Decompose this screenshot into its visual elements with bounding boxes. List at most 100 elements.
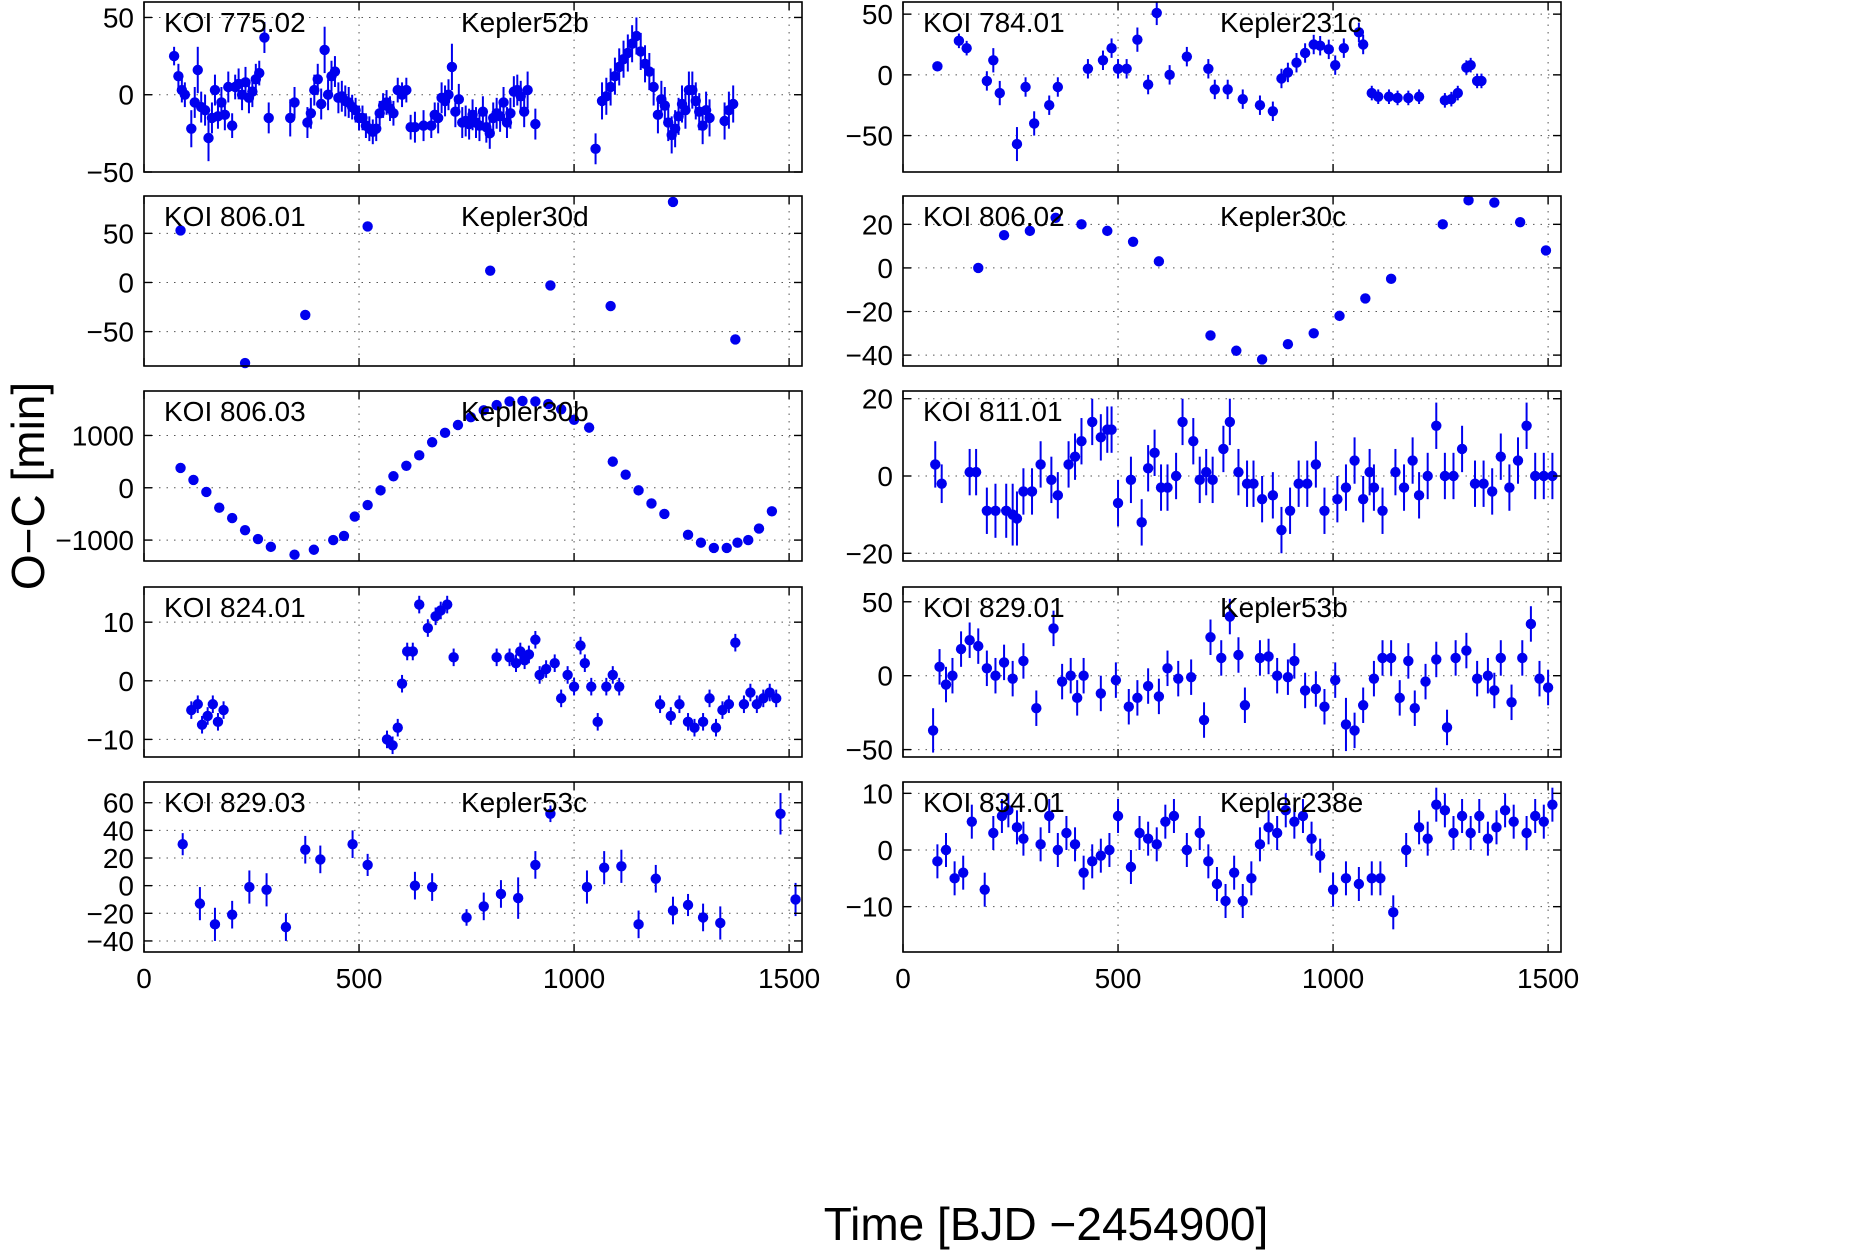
panel-frame <box>143 586 803 758</box>
data-point <box>265 541 277 553</box>
data-point <box>1112 63 1124 74</box>
data-point <box>192 699 203 710</box>
data-point <box>254 67 265 79</box>
data-point <box>1211 878 1223 890</box>
data-point <box>1160 816 1171 827</box>
data-point <box>1377 652 1388 664</box>
data-point <box>775 808 786 819</box>
data-point <box>396 678 408 689</box>
data-point <box>753 523 765 534</box>
data-point <box>555 404 567 415</box>
panel-koi-806-01: −50 0 50 KOI 806.01 Kepler30d <box>87 195 803 369</box>
data-point <box>1289 655 1300 667</box>
data-point <box>1299 685 1311 696</box>
data-point <box>1439 470 1451 482</box>
data-point <box>927 725 939 736</box>
data-point <box>934 661 945 673</box>
data-point <box>1280 805 1291 816</box>
data-point <box>1181 844 1193 856</box>
data-point <box>209 84 221 96</box>
data-point <box>1439 805 1451 816</box>
panel-koi-775-02: −50 0 50 KOI 775.02 Kepler52b <box>87 1 803 188</box>
data-point <box>214 502 225 513</box>
panel-frame <box>902 195 1562 367</box>
data-point <box>1413 822 1425 833</box>
data-point <box>202 710 213 722</box>
data-point <box>1383 91 1395 102</box>
data-point <box>1224 611 1236 622</box>
y-tick-label: 0 <box>118 80 134 111</box>
data-point <box>1463 195 1474 206</box>
panel-koi-834-01: −10 0 10 0 500 1000 1500 KOI 834.01 Kepler238e <box>846 778 1580 994</box>
data-point <box>175 225 186 236</box>
y-tick-label: 0 <box>877 461 893 492</box>
data-point <box>1474 810 1485 822</box>
data-point <box>1256 354 1268 365</box>
data-point <box>1018 655 1029 667</box>
x-tick-label: 500 <box>1095 963 1142 994</box>
data-point <box>583 422 595 433</box>
data-point <box>667 196 679 208</box>
data-point <box>953 35 965 47</box>
koi-label: KOI 829.01 <box>923 592 1065 623</box>
data-point <box>1185 671 1197 683</box>
data-point <box>322 89 334 100</box>
data-point <box>349 511 360 522</box>
data-point <box>1495 451 1506 462</box>
data-point <box>1237 93 1248 105</box>
data-point <box>308 544 320 555</box>
data-point <box>730 334 741 345</box>
data-point <box>545 808 556 819</box>
data-point <box>994 87 1005 99</box>
data-point <box>1177 416 1188 428</box>
data-point <box>1306 833 1317 844</box>
data-point <box>981 663 993 674</box>
data-point <box>1125 861 1137 873</box>
data-point <box>1173 673 1184 684</box>
data-point <box>1218 443 1229 455</box>
panel-frame <box>902 586 1562 758</box>
data-point <box>631 30 642 42</box>
panel-koi-829-01: −50 0 50 KOI 829.01 Kepler53b <box>846 586 1562 766</box>
data-point <box>981 75 993 87</box>
data-point <box>562 669 573 681</box>
data-point <box>1222 84 1233 95</box>
data-point <box>1478 478 1489 489</box>
data-point <box>1514 216 1526 228</box>
data-point <box>1431 799 1442 810</box>
data-point <box>1254 839 1266 850</box>
data-point <box>1011 822 1023 833</box>
data-point <box>1547 470 1558 482</box>
data-point <box>226 120 238 131</box>
data-point <box>515 646 526 657</box>
data-point <box>1390 466 1401 478</box>
data-point <box>409 880 421 891</box>
data-point <box>1364 466 1375 478</box>
data-point <box>199 104 211 116</box>
x-tick-label: 0 <box>895 963 911 994</box>
data-point <box>568 681 580 692</box>
data-point <box>1403 92 1414 104</box>
data-point <box>192 64 203 76</box>
data-point <box>219 109 231 121</box>
panels-grid: −50 0 50 KOI 775.02 Kepler52b −50 0 50 KOI 784.0… <box>55 0 1579 994</box>
data-point <box>432 112 444 124</box>
data-point <box>203 132 214 144</box>
data-point <box>1071 692 1083 704</box>
data-point <box>207 699 219 710</box>
data-point <box>1334 310 1345 322</box>
data-point <box>743 534 754 546</box>
data-point <box>609 70 621 82</box>
data-point <box>362 221 373 232</box>
data-point <box>495 888 507 900</box>
data-point <box>1028 118 1040 129</box>
data-point <box>523 649 535 660</box>
data-point <box>1403 655 1414 667</box>
data-point <box>1314 850 1326 861</box>
data-point <box>1310 683 1322 695</box>
data-point <box>1375 873 1386 884</box>
data-point <box>179 89 191 100</box>
data-point <box>1437 219 1448 230</box>
data-point <box>715 917 726 929</box>
